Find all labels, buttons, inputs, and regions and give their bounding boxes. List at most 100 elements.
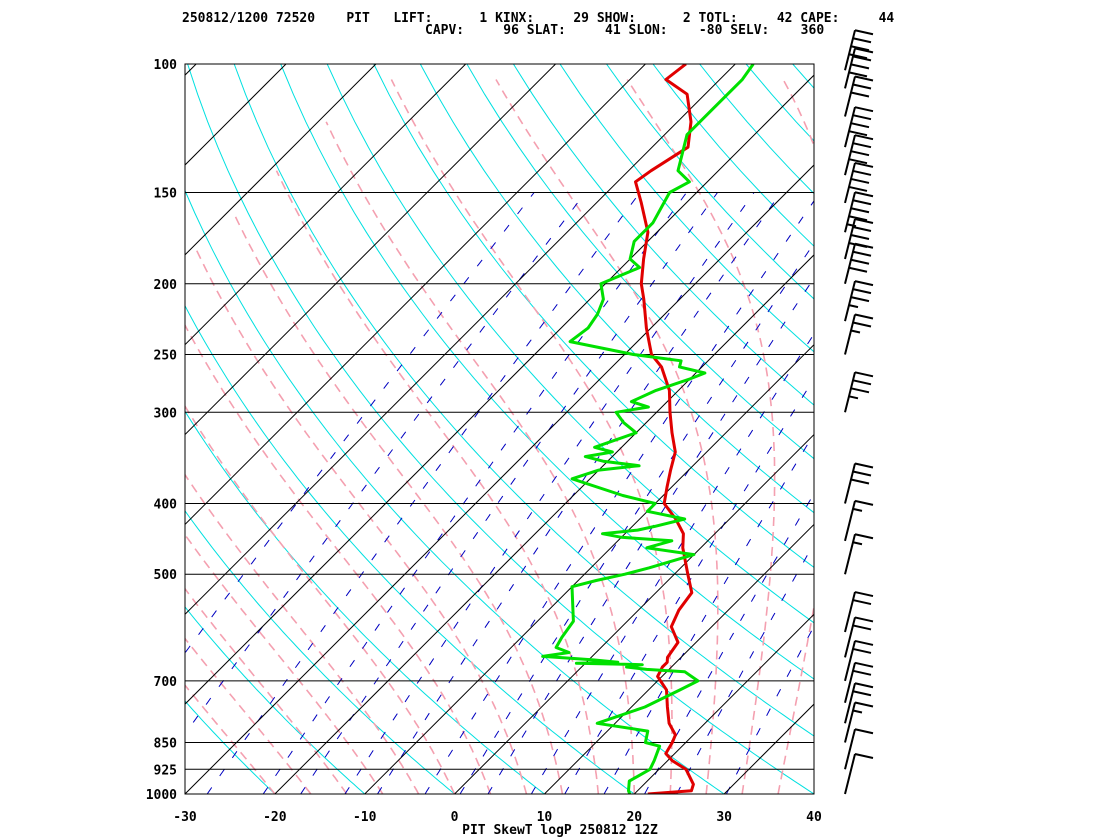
wind-barb-full-feather	[852, 690, 872, 697]
wind-barb	[844, 313, 874, 355]
wind-barb	[844, 701, 874, 743]
dry-adiabat	[699, 64, 814, 195]
wind-barb	[844, 462, 874, 504]
wind-barb-full-feather	[854, 533, 874, 540]
dry-adiabat	[652, 64, 814, 247]
profile-traces	[541, 64, 755, 794]
isotherm	[633, 613, 814, 794]
dry-adiabat	[839, 64, 1120, 794]
wind-barb-full-feather	[850, 63, 870, 70]
wind-barb	[844, 661, 874, 704]
wind-barb-staff	[844, 280, 856, 322]
wind-barb-staff	[844, 729, 856, 770]
dry-adiabat	[0, 64, 95, 794]
wind-barb	[844, 242, 874, 284]
mixing-ratio-line	[487, 277, 814, 794]
wind-barb	[844, 753, 874, 795]
moist-adiabat	[185, 404, 456, 794]
wind-barb	[844, 616, 874, 658]
header-line-1: 250812/1200 72520 PIT LIFT: 1 KINX: 29 S…	[182, 11, 894, 26]
pressure-tick-label: 850	[154, 736, 178, 751]
wind-barb-full-feather	[854, 462, 874, 469]
moist-adiabat	[185, 323, 492, 794]
wind-barb	[844, 371, 874, 413]
wind-barb-staff	[844, 243, 856, 284]
wind-barb-full-feather	[854, 75, 874, 82]
wind-barb-staff	[844, 463, 856, 504]
wind-barb	[844, 106, 874, 148]
dry-adiabat	[280, 64, 814, 680]
wind-barb-full-feather	[852, 599, 872, 606]
mixing-ratio-line	[344, 192, 755, 794]
isotherm	[185, 74, 814, 705]
wind-barb-half-feather	[848, 395, 859, 400]
wind-barb-full-feather	[852, 288, 872, 295]
wind-barb	[844, 161, 874, 204]
wind-barb-full-feather	[852, 83, 872, 90]
wind-barb-half-feather	[850, 329, 861, 334]
temperature-trace	[634, 64, 695, 794]
moist-adiabat	[325, 121, 636, 794]
pressure-tick-label: 700	[154, 675, 178, 690]
wind-barb-full-feather	[850, 45, 870, 52]
wind-barb-half-feather	[848, 304, 859, 309]
dry-adiabat	[185, 606, 366, 794]
moist-adiabat	[185, 533, 384, 794]
isotherm	[454, 433, 814, 794]
mixing-ratio-line	[185, 192, 535, 654]
moist-adiabat	[185, 684, 276, 794]
wind-barb-full-feather	[854, 499, 874, 506]
isotherm	[723, 703, 814, 794]
wind-barb-full-feather	[854, 639, 874, 646]
wind-barb	[844, 591, 874, 633]
wind-barb-half-feather	[852, 709, 863, 714]
wind-barb	[844, 75, 874, 117]
wind-barb	[844, 682, 874, 724]
mixing-ratio-line	[300, 192, 718, 794]
isotherm	[185, 64, 736, 615]
dry-adiabat	[187, 64, 814, 794]
wind-barb-full-feather	[852, 114, 872, 121]
dry-adiabat	[185, 700, 276, 794]
wind-barb-full-feather	[850, 91, 870, 98]
wind-barb-staff	[844, 30, 856, 71]
moist-adiabat	[626, 79, 776, 794]
dry-adiabat	[466, 64, 814, 460]
wind-barb-staff	[844, 617, 856, 658]
wind-barb-full-feather	[850, 122, 870, 129]
moist-adiabat	[275, 170, 600, 794]
wind-barb-staff	[844, 106, 856, 148]
wind-barb-full-feather	[854, 728, 874, 735]
pressure-tick-label: 400	[154, 498, 178, 513]
wind-barb-staff	[844, 662, 856, 704]
dry-adiabat	[185, 510, 455, 794]
dry-adiabat	[233, 64, 814, 737]
wind-barb-staff	[844, 640, 856, 682]
wind-barb-full-feather	[848, 215, 868, 222]
temperature-tick-label: -10	[353, 810, 377, 825]
wind-barb-full-feather	[852, 624, 872, 631]
moist-adiabat	[185, 473, 420, 794]
mixing-ratio-line	[725, 625, 814, 794]
mixing-ratio-line	[530, 333, 814, 794]
wind-barb-staff	[844, 76, 856, 117]
pressure-tick-label: 1000	[146, 788, 177, 803]
isotherm	[185, 64, 287, 166]
wind-barb-full-feather	[854, 753, 874, 759]
wind-barb-full-feather	[852, 321, 872, 328]
wind-barb-staff	[844, 591, 856, 633]
wind-barb-full-feather	[852, 226, 872, 233]
pressure-tick-label: 200	[154, 278, 178, 293]
wind-barb	[844, 134, 874, 176]
wind-barb	[844, 728, 874, 770]
wind-barb-full-feather	[850, 478, 870, 485]
mixing-ratio-line	[676, 542, 814, 794]
dry-adiabat	[932, 64, 1120, 794]
wind-barb-full-feather	[848, 71, 868, 78]
wind-barb-half-feather	[852, 541, 863, 546]
wind-barb	[844, 29, 874, 71]
wind-barb-full-feather	[854, 313, 874, 320]
dry-adiabat	[185, 189, 725, 794]
wind-barb-staff	[844, 500, 856, 542]
